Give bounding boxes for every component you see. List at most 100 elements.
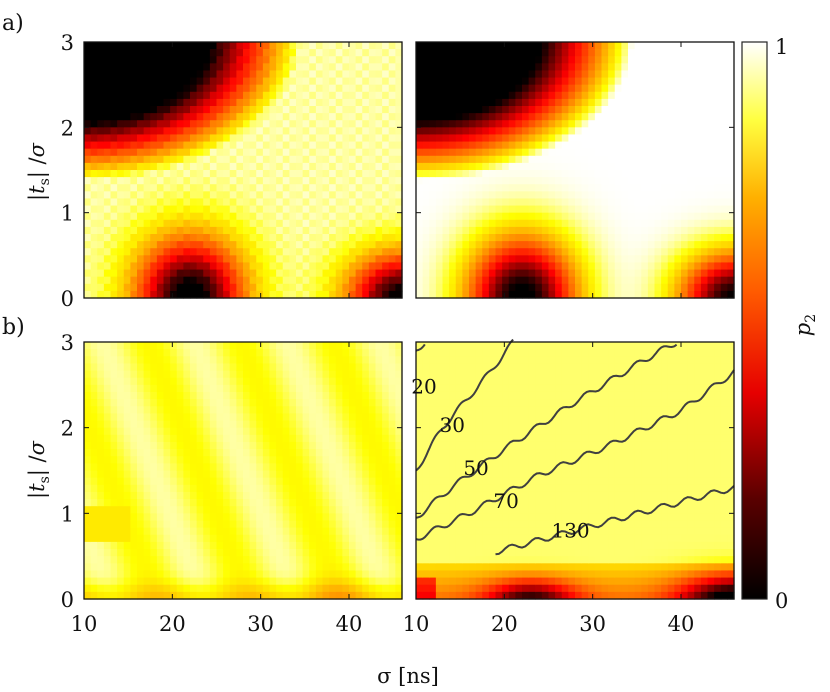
- heatmap-cell: [575, 91, 583, 100]
- heatmap-cell: [130, 513, 138, 522]
- heatmap-cell: [223, 342, 231, 350]
- heatmap-cell: [137, 413, 145, 422]
- heatmap-cell: [349, 70, 357, 79]
- heatmap-cell: [276, 148, 284, 157]
- heatmap-cell: [289, 170, 297, 178]
- heatmap-cell: [289, 356, 297, 365]
- heatmap-cell: [382, 198, 390, 207]
- heatmap-cell: [176, 63, 184, 72]
- heatmap-cell: [329, 527, 337, 536]
- heatmap-cell: [223, 283, 231, 292]
- heatmap-cell: [315, 283, 324, 292]
- heatmap-cell: [515, 191, 523, 200]
- heatmap-cell: [97, 106, 105, 114]
- heatmap-cell: [727, 184, 735, 192]
- heatmap-cell: [256, 63, 264, 72]
- heatmap-cell: [209, 241, 218, 249]
- heatmap-cell: [469, 56, 477, 64]
- heatmap-cell: [209, 134, 218, 143]
- heatmap-cell: [209, 283, 218, 292]
- heatmap-cell: [362, 520, 370, 529]
- heatmap-cell: [269, 255, 277, 264]
- heatmap-cell: [355, 290, 363, 299]
- heatmap-cell: [216, 98, 224, 107]
- heatmap-cell: [289, 434, 297, 443]
- heatmap-cell: [176, 212, 184, 221]
- heatmap-cell: [90, 520, 98, 529]
- heatmap-cell: [535, 42, 543, 50]
- heatmap-cell: [634, 70, 642, 79]
- heatmap-cell: [416, 141, 424, 150]
- heatmap-cell: [156, 499, 165, 507]
- heatmap-cell: [236, 42, 244, 50]
- heatmap-cell: [522, 113, 530, 121]
- heatmap-cell: [469, 77, 477, 86]
- heatmap-cell: [322, 342, 330, 350]
- heatmap-cell: [315, 106, 324, 114]
- heatmap-cell: [176, 591, 184, 600]
- heatmap-cell: [176, 506, 184, 514]
- heatmap-cell: [681, 212, 689, 221]
- heatmap-cell: [455, 162, 463, 171]
- heatmap-cell: [388, 262, 396, 271]
- heatmap-cell: [163, 191, 171, 200]
- heatmap-cell: [541, 241, 550, 249]
- heatmap-cell: [176, 463, 184, 472]
- heatmap-cell: [309, 449, 317, 457]
- heatmap-cell: [276, 577, 284, 586]
- heatmap-cell: [541, 255, 550, 264]
- heatmap-cell: [641, 113, 649, 121]
- heatmap-cell: [216, 556, 224, 564]
- heatmap-cell: [196, 184, 204, 192]
- heatmap-cell: [442, 120, 450, 128]
- heatmap-cell: [117, 570, 125, 579]
- heatmap-cell: [329, 205, 337, 214]
- heatmap-cell: [382, 248, 390, 256]
- heatmap-cell: [515, 49, 523, 57]
- heatmap-cell: [243, 406, 251, 414]
- heatmap-cell: [707, 56, 715, 64]
- heatmap-cell: [203, 491, 211, 500]
- heatmap-cell: [362, 98, 370, 107]
- heatmap-cell: [90, 427, 98, 436]
- heatmap-cell: [621, 91, 629, 100]
- heatmap-cell: [449, 191, 457, 200]
- heatmap-cell: [315, 591, 324, 600]
- heatmap-cell: [362, 499, 370, 507]
- heatmap-cell: [335, 177, 343, 185]
- heatmap-cell: [502, 91, 510, 100]
- heatmap-cell: [329, 198, 337, 207]
- heatmap-cell: [289, 406, 297, 414]
- heatmap-cell: [302, 205, 310, 214]
- heatmap-cell: [84, 406, 92, 414]
- heatmap-cell: [700, 134, 709, 143]
- heatmap-cell: [349, 49, 357, 57]
- heatmap-cell: [309, 212, 317, 221]
- heatmap-cell: [229, 570, 237, 579]
- heatmap-cell: [156, 212, 165, 221]
- heatmap-cell: [289, 219, 297, 228]
- heatmap-cell: [322, 520, 330, 529]
- heatmap-cell: [203, 276, 211, 285]
- heatmap-cell: [462, 226, 470, 235]
- heatmap-cell: [216, 113, 224, 121]
- heatmap-cell: [183, 177, 191, 185]
- heatmap-cell: [488, 212, 497, 221]
- heatmap-cell: [694, 205, 702, 214]
- heatmap-cell: [183, 491, 191, 500]
- heatmap-cell: [482, 63, 490, 72]
- heatmap-cell: [190, 170, 198, 178]
- heatmap-cell: [256, 262, 264, 271]
- heatmap-cell: [541, 219, 550, 228]
- heatmap-cell: [236, 449, 244, 457]
- heatmap-cell: [209, 463, 218, 472]
- heatmap-cell: [262, 198, 271, 207]
- heatmap-cell: [608, 177, 616, 185]
- heatmap-cell: [707, 134, 715, 143]
- heatmap-cell: [355, 520, 363, 529]
- heatmap-cell: [628, 262, 636, 271]
- heatmap-cell: [714, 276, 722, 285]
- heatmap-cell: [176, 106, 184, 114]
- heatmap-cell: [375, 212, 383, 221]
- heatmap-cell: [296, 198, 304, 207]
